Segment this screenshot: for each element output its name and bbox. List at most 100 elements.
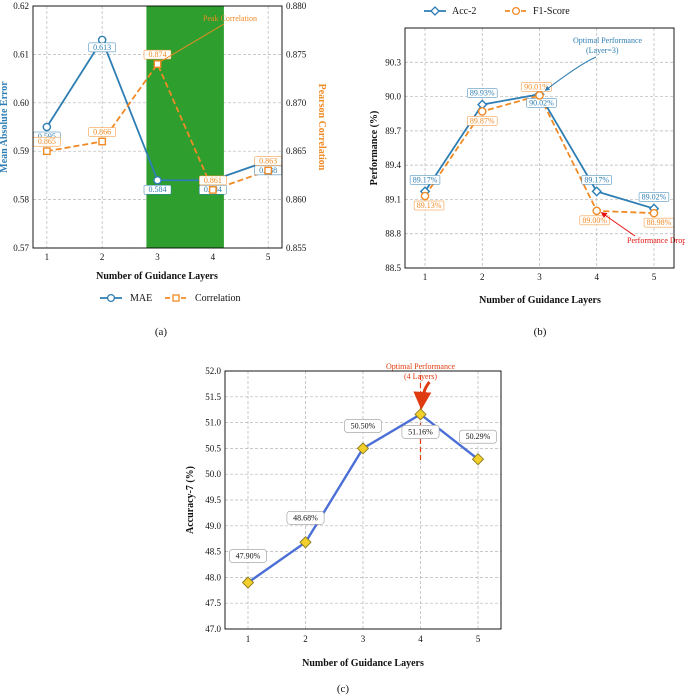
chart-a-correlation-point [264, 166, 273, 175]
chart-a-mae-label: 0.613 [93, 43, 111, 52]
chart-c-frame [224, 370, 502, 630]
chart-c-accuracy7-point [356, 442, 370, 455]
chart-a-correlation-label: 0.874 [149, 50, 167, 59]
chart-a-x-tick: 4 [211, 252, 216, 262]
chart-a-subfigure-label: (a) [155, 326, 168, 338]
chart-b-drop-annotation: Performance Drop [627, 236, 685, 245]
chart-a-correlation-label: 0.865 [38, 137, 56, 146]
chart-b-f1-point [420, 191, 430, 201]
chart-c-ticks: 1 2 3 4 5 47.0 47.5 48.0 48.5 49.0 49.5 50.0 50.5 51.… [205, 366, 481, 644]
chart-b-f1-label-box [467, 116, 498, 126]
chart-b-y-tick: 90.0 [385, 92, 401, 102]
chart-c-x-tick: 2 [303, 634, 308, 644]
chart-b-optimal-annotation: Optimal Performance [573, 36, 643, 45]
chart-c-y-tick: 50.5 [205, 443, 221, 453]
chart-a-right-y-tick: 0.875 [286, 49, 307, 59]
chart-a-legend-mae-label: MAE [130, 293, 152, 304]
chart-a-correlation-point [98, 137, 107, 146]
chart-b-subfigure-label: (b) [534, 326, 547, 338]
chart-b-x-axis-label: Number of Guidance Layers [479, 295, 601, 306]
chart-c-y-tick: 49.0 [205, 521, 221, 531]
chart-a-right-y-tick: 0.870 [286, 98, 307, 108]
chart-b-acc2-label: 89.17% [413, 175, 438, 184]
chart-c-y-tick: 51.0 [205, 418, 221, 428]
chart-b-acc2-label: 89.02% [642, 193, 667, 202]
chart-c-accuracy7-label-box [401, 425, 440, 439]
chart-b-acc2-label: 89.17% [584, 175, 609, 184]
chart-a-correlation-label: 0.863 [259, 157, 277, 166]
chart-b-f1-label-box [413, 200, 445, 211]
chart-a-x-tick: 1 [45, 252, 50, 262]
chart-c-y-tick: 50.0 [205, 469, 221, 479]
chart-c-y-axis-label: Accuracy-7 (%) [185, 466, 196, 534]
chart-a-peak-arrow [161, 23, 225, 62]
chart-b-f1-label: 90.01% [524, 82, 549, 91]
chart-a-correlation-line [46, 62, 269, 192]
chart-c-accuracy7-label-box [229, 549, 267, 563]
chart-c-accuracy7-label-box [286, 511, 325, 525]
chart-b-y-tick: 89.7 [385, 126, 401, 136]
chart-c-y-tick: 48.5 [205, 547, 221, 557]
chart-a-x-tick: 5 [266, 252, 271, 262]
chart-b-acc2-point [591, 186, 602, 197]
chart-a-correlation-point [42, 147, 51, 156]
chart-a-left-axis-label: Mean Absolute Error [0, 81, 10, 173]
chart-c-x-tick: 4 [418, 634, 423, 644]
chart-a-correlation-label-box [143, 49, 172, 60]
chart-c-accuracy7-label-box [459, 429, 497, 444]
chart-a-left-y-tick: 0.62 [13, 1, 29, 11]
chart-c-accuracy7-label-box [344, 419, 382, 433]
chart-a-correlation-label: 0.861 [204, 176, 222, 185]
chart-b-f1-point [592, 206, 602, 216]
chart-a-left-y-tick: 0.60 [13, 98, 29, 108]
chart-c-optimal-annotation-sub: (4 Layers) [404, 372, 437, 381]
chart-b-y-tick: 88.5 [385, 263, 401, 273]
chart-a-correlation-label-box [199, 175, 227, 186]
chart-c-x-tick: 1 [246, 634, 251, 644]
chart-a-correlation-label-box [88, 127, 116, 137]
chart-c-accuracy7-point [241, 576, 255, 589]
chart-c-accuracy7-label: 47.90% [236, 552, 261, 561]
chart-b-acc2-label-box [467, 88, 498, 98]
chart-a-mae-point [153, 175, 162, 185]
chart-b-f1-label: 89.87% [470, 116, 495, 125]
chart-a-frame [32, 5, 283, 249]
chart-a-legend[interactable]: MAE Correlation [100, 293, 241, 304]
chart-a-correlation-point [208, 186, 217, 194]
chart-b-x-tick: 2 [480, 272, 485, 282]
chart-b-f1-label: 89.00% [582, 216, 607, 225]
chart-b-frame [404, 27, 675, 269]
chart-b-f1-label: 88.98% [647, 218, 672, 227]
chart-a-series: 0.5950.6130.5840.5840.5880.8650.8660.874… [33, 14, 282, 195]
chart-b-f1-point [477, 107, 487, 116]
chart-c-accuracy7-point [414, 408, 427, 421]
chart-b-f1-point [649, 208, 659, 218]
chart-b-acc2-label-box [638, 192, 670, 202]
chart-a-legend-correlation-label: Correlation [195, 293, 241, 304]
chart-b-acc2-line [424, 93, 655, 210]
chart-c-optimal-arrow [413, 381, 432, 410]
chart-b-acc2-label-box [409, 175, 441, 185]
chart-c-series: Optimal Performance(4 Layers) 47.90% 48.68… [229, 362, 497, 589]
chart-b-acc2-label: 90.02% [529, 98, 554, 107]
chart-b-f1-label-box [579, 215, 610, 226]
chart-c-x-tick: 5 [476, 634, 481, 644]
chart-a-mae-label: 0.584 [149, 185, 167, 194]
chart-b-f1-point [535, 91, 544, 100]
chart-b-legend[interactable]: Acc-2 F1-Score [424, 6, 570, 17]
chart-b-legend-f1-label: F1-Score [533, 6, 570, 17]
chart-a-ticks: 1 2 3 4 5 0.57 0.58 0.59 0.60 0.61 0.62 0.855 0.860 0… [13, 1, 307, 262]
chart-a-right-y-tick: 0.865 [286, 146, 307, 156]
chart-c-x-axis-label: Number of Guidance Layers [302, 658, 424, 669]
chart-a-correlation-point [153, 60, 162, 68]
chart-a-right-axis-label: Pearson Correlation [316, 84, 327, 171]
chart-b-x-tick: 4 [594, 272, 599, 282]
chart-a-legend-mae-marker [106, 293, 116, 303]
chart-b-y-axis-label: Performance (%) [369, 111, 380, 186]
chart-a-mae-label-box [143, 184, 172, 195]
chart-a-x-tick: 2 [100, 252, 105, 262]
chart-b-panel: 89.17% 89.93% 90.02% 89.17% 89.02% 89.13% 89.8… [369, 6, 685, 338]
chart-b-y-tick: 88.8 [385, 229, 401, 239]
chart-a-mae-point [42, 122, 52, 132]
chart-a-panel: 0.5950.6130.5840.5840.5880.8650.8660.874… [0, 1, 327, 338]
